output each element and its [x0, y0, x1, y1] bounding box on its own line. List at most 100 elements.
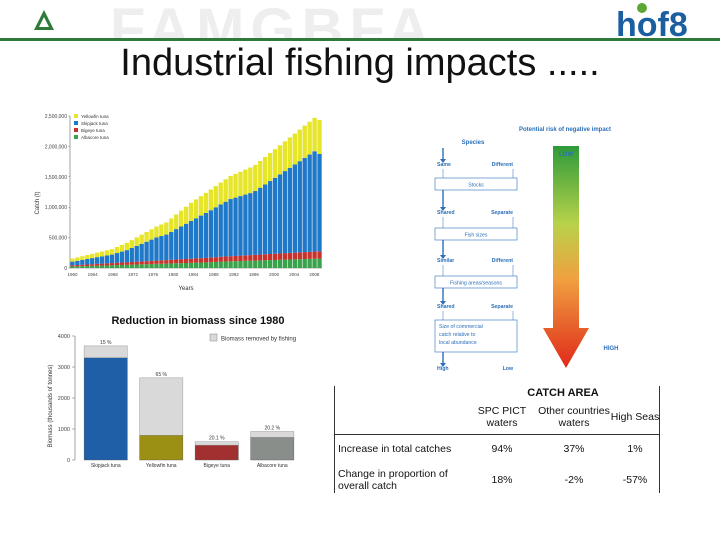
catch-bar-segment	[139, 264, 144, 268]
catch-area-table: CATCH AREA SPC PICT waters Other countri…	[334, 386, 660, 497]
catch-bars	[70, 117, 322, 268]
cell-value: -57%	[622, 474, 648, 486]
catch-y-tick-label: 1,000,000	[45, 205, 67, 211]
row-label-increase: Increase in total catches	[334, 434, 466, 463]
catch-bar-segment	[307, 258, 312, 268]
cell-value: -2%	[564, 474, 584, 486]
risk-left-label: High	[437, 366, 449, 372]
risk-header-impact: Potential risk of negative impact	[519, 127, 611, 133]
catch-bar-segment	[95, 252, 100, 258]
catch-bar-segment	[164, 234, 169, 261]
catch-bar-segment	[119, 244, 125, 252]
catch-bar-segment	[109, 263, 115, 266]
catch-bar-segment	[267, 181, 273, 255]
catch-bar-segment	[218, 204, 223, 257]
biomass-y-tick-label: 4000	[58, 334, 70, 340]
catch-bar-segment	[253, 254, 258, 261]
catch-bar-segment	[253, 164, 258, 192]
catch-bar-segment	[144, 261, 149, 265]
risk-diagram: Species Potential risk of negative impac…	[434, 127, 619, 372]
risk-low-label: LOW	[559, 152, 573, 158]
col-header-other: Other countries waters	[538, 405, 610, 429]
catch-bar-segment	[312, 251, 317, 259]
catch-bar-segment	[208, 210, 213, 258]
catch-bar-segment	[248, 260, 253, 268]
catch-bar-segment	[183, 259, 189, 264]
catch-bar-segment	[139, 261, 144, 265]
catch-y-tick-label: 2,000,000	[45, 144, 67, 150]
catch-bar-segment	[70, 258, 75, 262]
catch-x-tick-label: 1992	[229, 272, 240, 277]
catch-bar-segment	[253, 191, 258, 255]
header-divider	[0, 38, 720, 41]
biomass-y-ticks: 4000 3000 2000 1000 0	[58, 334, 76, 464]
catch-bar-segment	[154, 226, 159, 238]
col-header-high-seas: High Seas	[610, 411, 660, 423]
catch-y-tick-label: 1,500,000	[45, 175, 67, 181]
catch-bar-segment	[267, 153, 273, 182]
catch-bar-segment	[272, 149, 278, 178]
catch-bar-segment	[124, 250, 129, 263]
risk-step-box	[434, 319, 518, 353]
catch-x-tick-label: 1960	[67, 272, 78, 277]
catch-x-tick-label: 1988	[209, 272, 220, 277]
catch-bar-segment	[159, 263, 164, 268]
risk-step-box	[434, 177, 518, 191]
risk-left-label: Shared	[437, 210, 455, 216]
catch-bar-segment	[223, 179, 228, 202]
catch-bar-segment	[223, 201, 228, 257]
catch-bar-segment	[159, 224, 164, 237]
catch-legend-label: Yellowfin tuna	[81, 114, 109, 119]
biomass-remaining-bar	[139, 434, 184, 461]
biomass-remaining-bar	[194, 444, 239, 461]
catch-chart: Yellowfin tuna Skipjack tuna Bigeye tuna Al…	[35, 114, 322, 292]
risk-right-label: Low	[503, 366, 514, 372]
catch-bar-segment	[272, 259, 278, 268]
risk-arrow-head	[440, 363, 446, 367]
risk-step-label: catch relative to	[439, 332, 475, 338]
row-label-change: Change in proportion of overall catch	[338, 468, 448, 492]
biomass-category-label: Skipjack tuna	[91, 463, 121, 469]
catch-bar-segment	[213, 207, 218, 258]
risk-header-species: Species	[462, 140, 485, 146]
catch-bar-segment	[193, 218, 199, 259]
catch-bar-segment	[169, 259, 174, 264]
catch-x-tick-label: 2008	[309, 272, 320, 277]
catch-bar-segment	[243, 260, 248, 268]
catch-bar-segment	[238, 171, 243, 197]
hof8-logo-text: hof8	[616, 6, 688, 44]
catch-bar-segment	[104, 250, 110, 256]
table-title-row: CATCH AREA	[334, 386, 660, 400]
catch-bar-segment	[238, 255, 243, 262]
risk-step-label: Fishing areas/seasons	[450, 281, 502, 287]
catch-y-tick-label: 0	[64, 266, 67, 272]
catch-bar-segment	[213, 257, 218, 262]
catch-bar-segment	[267, 254, 273, 261]
catch-bar-segment	[124, 264, 129, 268]
catch-bar-segment	[267, 260, 273, 268]
biomass-category-label: Bigeye tuna	[204, 463, 231, 469]
catch-bar-segment	[223, 261, 228, 268]
risk-left-label: Same	[437, 162, 451, 168]
catch-bar-segment	[213, 186, 218, 208]
biomass-chart-title: Reduction in biomass since 1980	[111, 315, 284, 327]
catch-bar-segment	[218, 261, 223, 268]
catch-bar-segment	[174, 214, 179, 230]
biomass-remaining-bar	[83, 357, 128, 461]
catch-bar-segment	[258, 160, 263, 188]
catch-bar-segment	[144, 264, 149, 268]
catch-bar-segment	[104, 255, 110, 264]
catch-bar-segment	[179, 259, 184, 264]
catch-bar-segment	[272, 177, 278, 254]
catch-bar-segment	[109, 265, 115, 268]
catch-bar-segment	[297, 252, 302, 260]
catch-bar-segment	[317, 154, 322, 252]
risk-step-box	[434, 275, 518, 289]
biomass-category-label: Albacore tuna	[257, 463, 288, 469]
catch-bar-segment	[302, 252, 307, 260]
table-header-row: SPC PICT waters Other countries waters H…	[334, 400, 660, 435]
catch-bar-segment	[297, 259, 302, 268]
catch-bar-segment	[243, 194, 248, 256]
biomass-y-axis-label: Biomass (thousands of tonnes)	[48, 365, 54, 448]
catch-x-tick-label: 2004	[289, 272, 300, 277]
